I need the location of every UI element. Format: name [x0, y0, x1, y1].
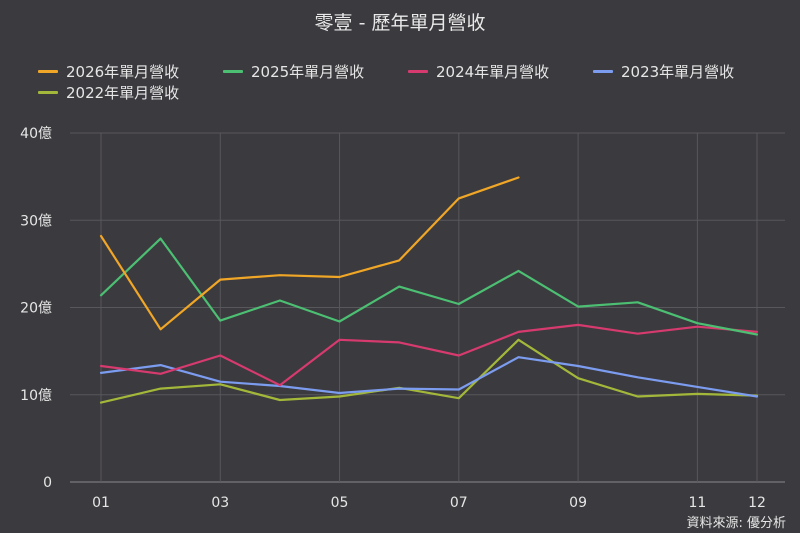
legend-swatch: [38, 91, 58, 94]
y-tick-label: 0: [43, 475, 52, 491]
series-line: [99, 176, 520, 331]
legend-label: 2025年單月營收: [251, 63, 365, 81]
legend-label: 2023年單月營收: [621, 63, 735, 81]
series-line: [99, 237, 759, 336]
series-line: [99, 356, 759, 398]
x-tick-label: 01: [92, 495, 110, 511]
legend-swatch: [593, 70, 613, 73]
series-line: [99, 338, 759, 404]
series-line: [99, 323, 759, 387]
x-tick-label: 09: [569, 495, 587, 511]
legend-label: 2022年單月營收: [66, 84, 180, 102]
x-tick-label: 05: [331, 495, 349, 511]
x-tick-label: 11: [688, 495, 706, 511]
y-tick-label: 20億: [20, 301, 52, 317]
x-tick-label: 07: [450, 495, 468, 511]
y-tick-label: 30億: [20, 213, 52, 229]
legend-label: 2026年單月營收: [66, 63, 180, 81]
legend-item[interactable]: 2023年單月營收: [593, 61, 734, 82]
legend-item[interactable]: 2026年單月營收: [38, 61, 179, 82]
legend-item[interactable]: 2022年單月營收: [38, 82, 179, 103]
legend-label: 2024年單月營收: [436, 63, 550, 81]
chart-title: 零壹 - 歷年單月營收: [314, 12, 486, 34]
legend-swatch: [223, 70, 243, 73]
data-source-label: 資料來源: 優分析: [686, 516, 786, 531]
x-tick-label: 12: [748, 495, 766, 511]
y-tick-label: 40億: [20, 126, 52, 142]
x-tick-label: 03: [211, 495, 229, 511]
legend-item[interactable]: 2024年單月營收: [408, 61, 549, 82]
y-tick-label: 10億: [20, 388, 52, 404]
legend-swatch: [408, 70, 428, 73]
legend-item[interactable]: 2025年單月營收: [223, 61, 364, 82]
legend-swatch: [38, 70, 58, 73]
